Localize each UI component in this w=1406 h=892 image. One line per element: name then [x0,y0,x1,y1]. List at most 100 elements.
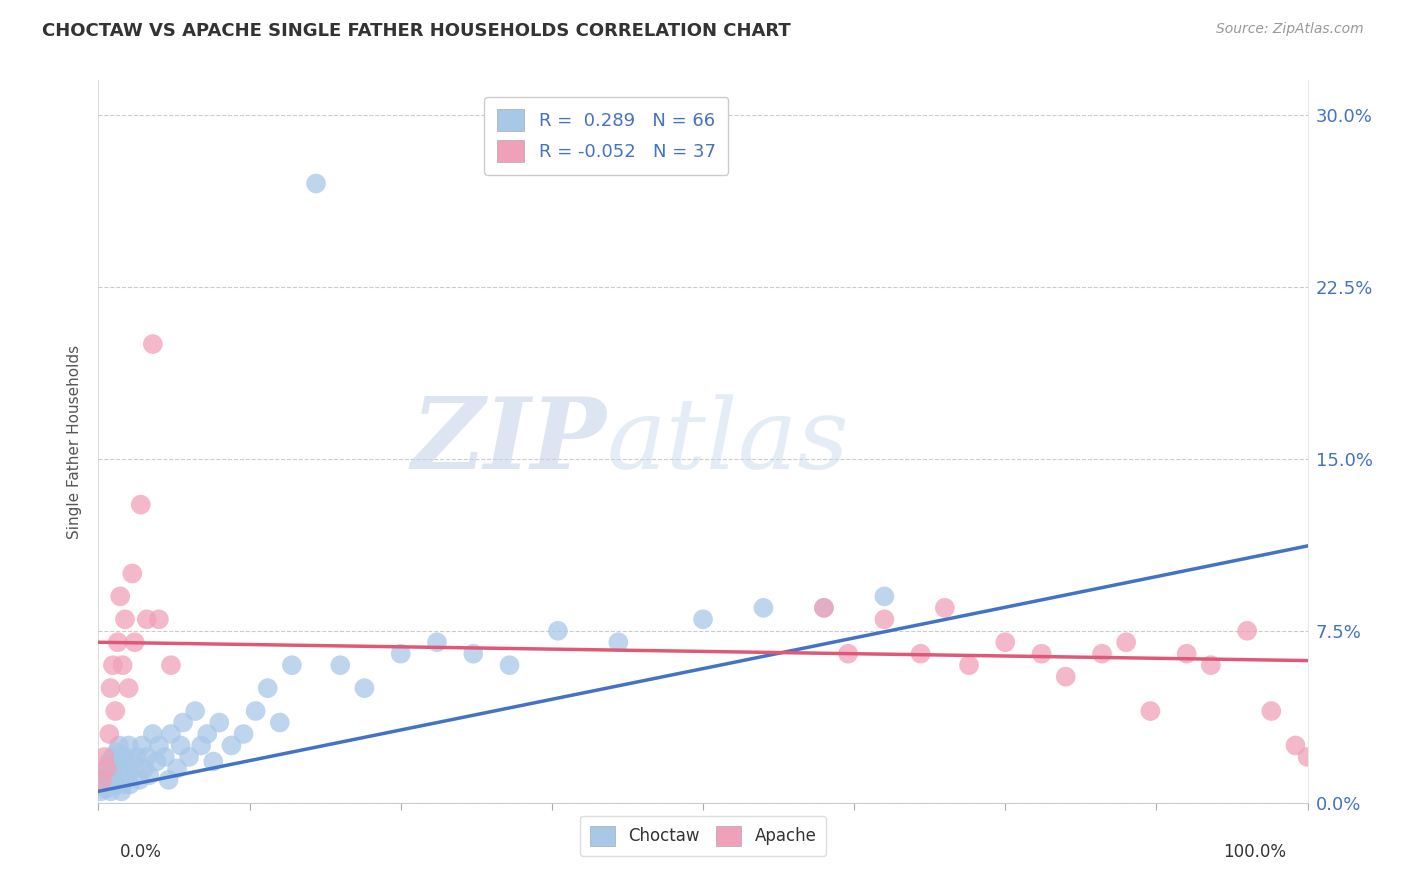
Point [172,715,194,730]
Text: CHOCTAW VS APACHE SINGLE FATHER HOUSEHOLDS CORRELATION CHART: CHOCTAW VS APACHE SINGLE FATHER HOUSEHOL… [42,22,792,40]
Point [1139,704,1161,718]
Point [1199,658,1222,673]
Point [114,612,136,626]
Point [232,727,254,741]
Point [256,681,278,695]
Point [389,647,412,661]
Point [118,739,141,753]
Point [813,600,835,615]
Point [169,739,191,753]
Point [96,761,118,775]
Point [202,755,225,769]
Point [957,658,980,673]
Text: ZIP: ZIP [412,393,606,490]
Point [100,784,122,798]
Point [208,715,231,730]
Point [131,739,153,753]
Point [104,704,127,718]
Point [1115,635,1137,649]
Point [107,772,129,787]
Point [1260,704,1282,718]
Point [124,635,146,649]
Point [101,658,124,673]
Point [103,761,125,775]
Point [934,600,956,615]
Point [195,727,218,741]
Point [166,761,188,775]
Point [1054,670,1077,684]
Text: 0.0%: 0.0% [120,843,162,861]
Point [498,658,520,673]
Point [135,750,157,764]
Point [153,750,176,764]
Point [305,177,328,191]
Point [90,784,112,798]
Point [994,635,1017,649]
Point [837,647,859,661]
Point [97,772,120,787]
Point [128,772,150,787]
Point [138,768,160,782]
Point [111,658,134,673]
Point [98,755,121,769]
Text: 100.0%: 100.0% [1223,843,1286,861]
Point [190,739,212,753]
Point [1031,647,1053,661]
Point [98,727,121,741]
Point [426,635,449,649]
Point [221,739,243,753]
Point [104,777,127,791]
Point [93,768,115,782]
Point [91,772,114,787]
Point [91,772,114,787]
Point [142,727,165,741]
Point [114,750,136,764]
Point [145,755,167,769]
Point [142,337,165,351]
Point [910,647,932,661]
Y-axis label: Single Father Households: Single Father Households [67,344,83,539]
Point [135,612,157,626]
Point [873,612,896,626]
Point [121,755,143,769]
Point [121,566,143,581]
Point [134,761,156,775]
Point [160,658,183,673]
Point [148,739,170,753]
Point [692,612,714,626]
Point [1175,647,1198,661]
Point [353,681,375,695]
Point [179,750,201,764]
Point [94,782,117,797]
Point [607,635,630,649]
Point [118,777,141,791]
Point [108,590,131,604]
Point [463,647,485,661]
Point [1236,624,1258,638]
Point [115,768,138,782]
Point [107,635,129,649]
Point [101,750,124,764]
Point [752,600,775,615]
Point [245,704,267,718]
Point [1284,739,1306,753]
Text: Source: ZipAtlas.com: Source: ZipAtlas.com [1216,22,1364,37]
Point [112,761,135,775]
Point [813,600,835,615]
Point [118,681,141,695]
Point [329,658,352,673]
Point [100,681,122,695]
Point [547,624,569,638]
Point [148,612,170,626]
Point [1296,750,1319,764]
Point [108,755,131,769]
Legend: R =  0.289   N = 66, R = -0.052   N = 37: R = 0.289 N = 66, R = -0.052 N = 37 [484,96,728,175]
Point [184,704,207,718]
Point [124,761,146,775]
Text: atlas: atlas [606,394,849,489]
Point [160,727,183,741]
Point [91,777,114,791]
Point [269,715,291,730]
Point [105,745,128,759]
Point [1091,647,1114,661]
